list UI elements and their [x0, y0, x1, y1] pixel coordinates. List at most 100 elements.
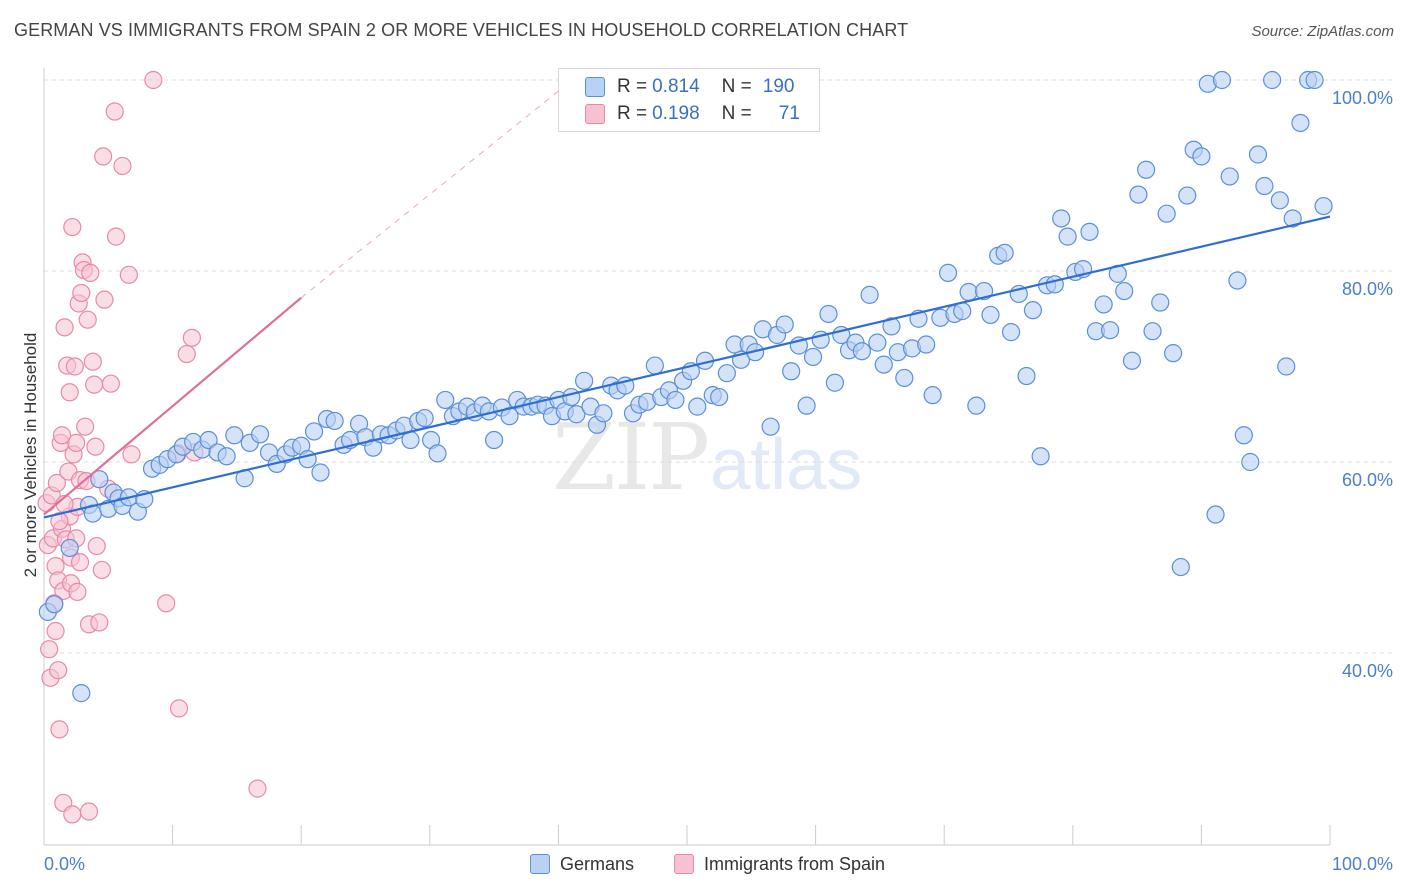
german-point: [1228, 271, 1247, 290]
german-point: [1017, 366, 1036, 386]
german-point: [868, 333, 887, 352]
german-point: [981, 305, 1000, 325]
spain-r-value: 0.198: [652, 103, 700, 124]
y-axis-title: 2 or more Vehicles in Household: [21, 333, 40, 578]
german-point: [428, 444, 447, 463]
y-tick-label: 60.0%: [1342, 470, 1393, 490]
legend-row-spain: R = 0.198 N = 71: [585, 101, 800, 127]
german-point: [1100, 321, 1120, 340]
spain-point: [86, 437, 105, 456]
german-point: [1270, 191, 1289, 210]
germans-legend-label: Germans: [560, 853, 635, 874]
spain-point: [81, 263, 100, 283]
spain-point: [105, 102, 124, 121]
german-point: [225, 426, 244, 445]
spain-legend-swatch: [674, 854, 694, 874]
german-point: [874, 355, 893, 374]
german-point: [364, 438, 383, 457]
chart-title: GERMAN VS IMMIGRANTS FROM SPAIN 2 OR MOR…: [14, 20, 909, 40]
spain-swatch: [585, 104, 605, 124]
tick-labels: 40.0% 60.0% 80.0% 100.0% 0.0% 100.0%: [44, 88, 1393, 874]
german-point: [782, 362, 801, 381]
germans-swatch: [585, 77, 605, 97]
german-point: [1115, 281, 1134, 301]
spain-point: [49, 661, 68, 680]
german-point: [1143, 322, 1162, 341]
german-point: [710, 387, 729, 407]
spain-point: [50, 720, 69, 739]
spain-point: [92, 560, 111, 580]
spain-point: [122, 445, 141, 464]
germans-n-value: 190: [762, 76, 795, 97]
n-label: N =: [721, 103, 752, 124]
spain-point: [85, 375, 104, 394]
german-point: [717, 364, 736, 383]
spain-point: [76, 417, 95, 436]
y-tick-label: 40.0%: [1342, 661, 1393, 681]
y-tick-label: 80.0%: [1342, 279, 1393, 299]
german-point: [967, 396, 986, 415]
german-point: [217, 447, 236, 466]
german-point: [1212, 70, 1232, 90]
x-tick-label: 100.0%: [1332, 854, 1393, 874]
german-point: [959, 282, 978, 302]
german-point: [304, 422, 324, 441]
german-point: [1314, 196, 1333, 216]
german-point: [1151, 293, 1170, 312]
german-point: [60, 538, 79, 558]
germans-r-value: 0.814: [652, 76, 700, 97]
german-point: [797, 396, 816, 415]
spain-point: [67, 433, 86, 452]
spain-point: [60, 383, 79, 402]
german-point: [1094, 295, 1113, 314]
spain-trend-line: [43, 296, 302, 516]
spain-point: [182, 328, 201, 347]
spain-point: [169, 699, 189, 718]
germans-legend-swatch: [530, 854, 550, 874]
german-point: [761, 417, 780, 436]
spain-point: [47, 473, 66, 493]
spain-points: [37, 70, 267, 824]
german-point: [298, 450, 317, 469]
german-point: [995, 243, 1014, 262]
germans-trend-line: [43, 215, 1331, 519]
spain-point: [65, 357, 84, 376]
spain-point: [72, 283, 91, 303]
r-label: R =: [617, 103, 648, 124]
german-point: [1164, 344, 1183, 363]
german-point: [1220, 167, 1239, 186]
german-point: [895, 368, 914, 388]
german-point: [775, 315, 794, 334]
spain-point: [106, 227, 126, 246]
spain-point: [144, 70, 163, 90]
x-tick-label: 0.0%: [44, 854, 85, 874]
spain-point: [52, 426, 72, 445]
german-point: [485, 430, 504, 450]
y-tick-label: 100.0%: [1332, 88, 1393, 108]
spain-point: [87, 536, 106, 556]
german-point: [436, 390, 455, 410]
german-point: [1206, 505, 1225, 524]
german-point: [199, 430, 218, 450]
german-point: [1058, 227, 1077, 246]
german-point: [1263, 70, 1282, 90]
german-point: [1255, 176, 1274, 196]
spain-point: [90, 613, 109, 632]
german-point: [1277, 357, 1296, 376]
german-point: [567, 405, 586, 424]
german-point: [594, 404, 613, 423]
german-point: [819, 304, 838, 324]
german-point: [1129, 185, 1148, 204]
spain-point: [70, 553, 90, 572]
german-point: [923, 386, 942, 405]
german-point: [688, 397, 707, 416]
spain-n-value: 71: [778, 103, 800, 124]
german-point: [1192, 147, 1211, 166]
bottom-legend-germans: Germans: [530, 852, 634, 876]
german-point: [974, 281, 994, 301]
german-point: [311, 463, 330, 482]
german-point: [645, 356, 664, 375]
spain-point: [83, 352, 102, 371]
german-point: [325, 411, 344, 431]
german-point: [1080, 222, 1099, 241]
